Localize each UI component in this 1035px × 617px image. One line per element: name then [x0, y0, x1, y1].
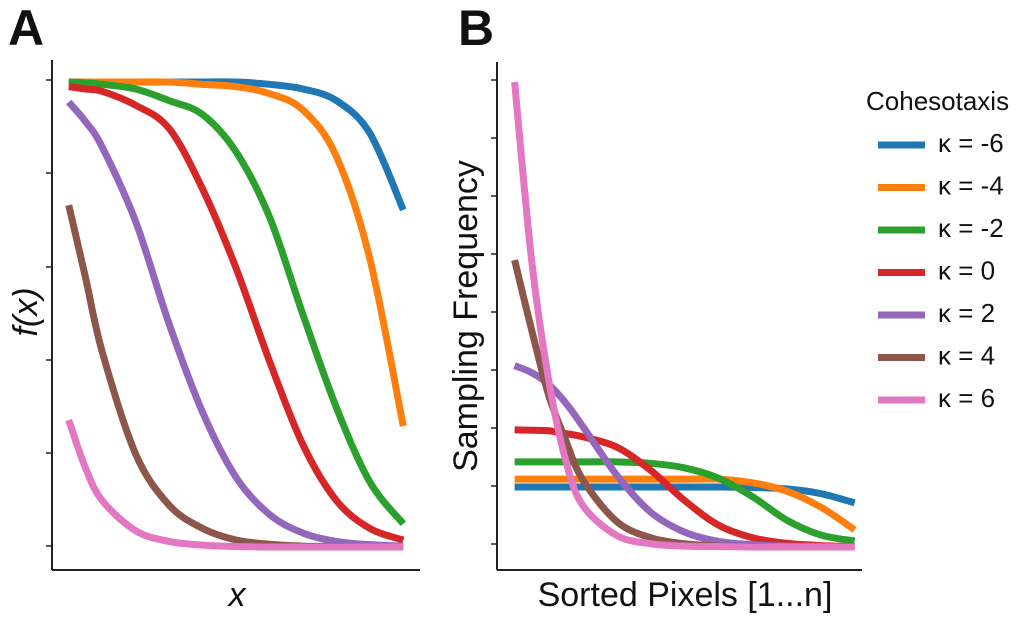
- curve: [68, 78, 407, 427]
- legend-label: κ = 6: [938, 383, 995, 413]
- y-axis-label: Sampling Frequency: [447, 160, 485, 472]
- legend-label: κ = -2: [938, 213, 1004, 243]
- panel-label: A: [8, 0, 44, 56]
- curve: [68, 83, 405, 544]
- legend-label: κ = -6: [938, 128, 1004, 158]
- curve: [66, 99, 404, 550]
- x-axis-label: x: [227, 576, 247, 614]
- legend-title: Cohesotaxis: [866, 86, 1009, 116]
- panel-label: B: [458, 0, 494, 56]
- curve: [514, 458, 856, 545]
- axes-a: [46, 60, 420, 571]
- curve: [68, 78, 407, 527]
- curve: [511, 81, 855, 551]
- x-axis-label: Sorted Pixels [1...n]: [538, 576, 833, 614]
- legend-label: κ = 2: [938, 298, 995, 328]
- y-axis-label: f(x): [7, 287, 45, 336]
- curve: [514, 475, 857, 533]
- curve: [65, 204, 404, 551]
- legend-label: κ = 0: [938, 255, 995, 285]
- legend-label: κ = 4: [938, 340, 995, 370]
- axes-b: [491, 62, 862, 571]
- curve: [65, 418, 404, 551]
- legend-label: κ = -4: [938, 170, 1004, 200]
